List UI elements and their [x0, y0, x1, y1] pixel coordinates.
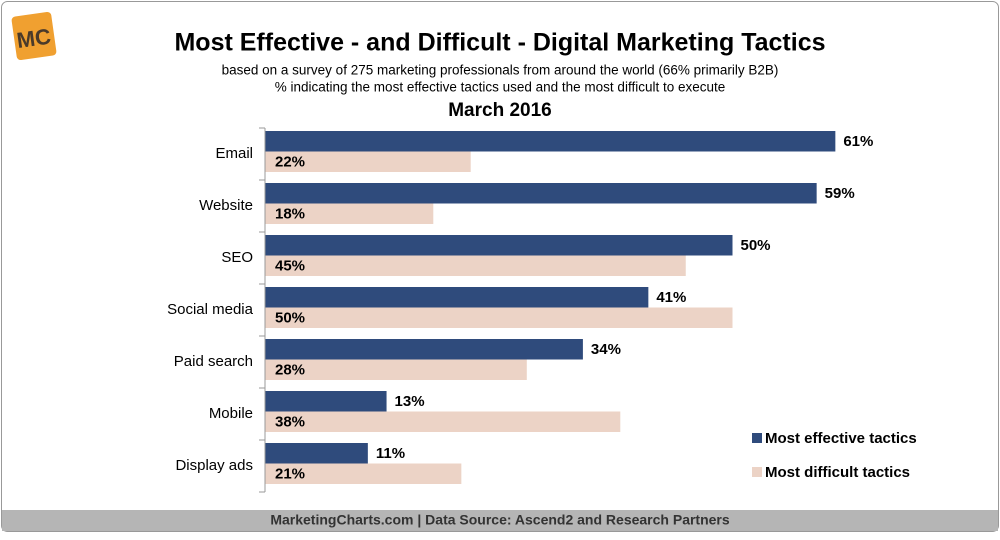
bar: [265, 307, 733, 328]
bar: [265, 463, 462, 484]
bar: [265, 443, 368, 464]
bar: [265, 183, 817, 204]
value-label: 13%: [395, 393, 425, 410]
category-label: Paid search: [174, 353, 253, 370]
value-label: 34%: [591, 341, 621, 358]
category-label: SEO: [221, 249, 253, 266]
category-label: Display ads: [175, 457, 253, 474]
bar: [265, 411, 621, 432]
logo-badge: [11, 11, 57, 61]
subtitle: based on a survey of 275 marketing profe…: [222, 63, 779, 78]
bar: [265, 339, 583, 360]
value-label: 22%: [275, 154, 305, 171]
category-label: Social media: [167, 301, 254, 318]
bar: [265, 255, 686, 276]
legend-label: Most difficult tactics: [765, 464, 910, 481]
value-label: 45%: [275, 258, 305, 275]
bar: [265, 235, 733, 256]
value-label: 59%: [825, 185, 855, 202]
subtitle: % indicating the most effective tactics …: [275, 80, 726, 95]
source: MarketingCharts.com | Data Source: Ascen…: [270, 512, 730, 528]
value-label: 11%: [376, 445, 405, 462]
value-label: 21%: [275, 466, 305, 483]
bar: [265, 391, 387, 412]
value-label: 61%: [843, 133, 873, 150]
value-label: 28%: [275, 362, 305, 379]
legend-label: Most effective tactics: [765, 430, 917, 447]
footer-bar: [2, 510, 998, 531]
legend-swatch: [752, 467, 762, 477]
logo-text: MC: [15, 24, 52, 54]
bar: [265, 151, 471, 172]
value-label: 50%: [741, 237, 771, 254]
legend-swatch: [752, 433, 762, 443]
chart-title: Most Effective - and Difficult - Digital…: [174, 29, 825, 57]
value-label: 18%: [275, 206, 305, 223]
bar: [265, 287, 649, 308]
value-label: 38%: [275, 414, 305, 431]
category-label: Website: [199, 197, 253, 214]
date: March 2016: [448, 100, 552, 121]
bar: [265, 203, 434, 224]
bar: [265, 131, 836, 152]
value-label: 50%: [275, 310, 305, 327]
bar: [265, 359, 527, 380]
category-label: Mobile: [209, 405, 253, 422]
value-label: 41%: [656, 289, 686, 306]
category-label: Email: [215, 145, 253, 162]
